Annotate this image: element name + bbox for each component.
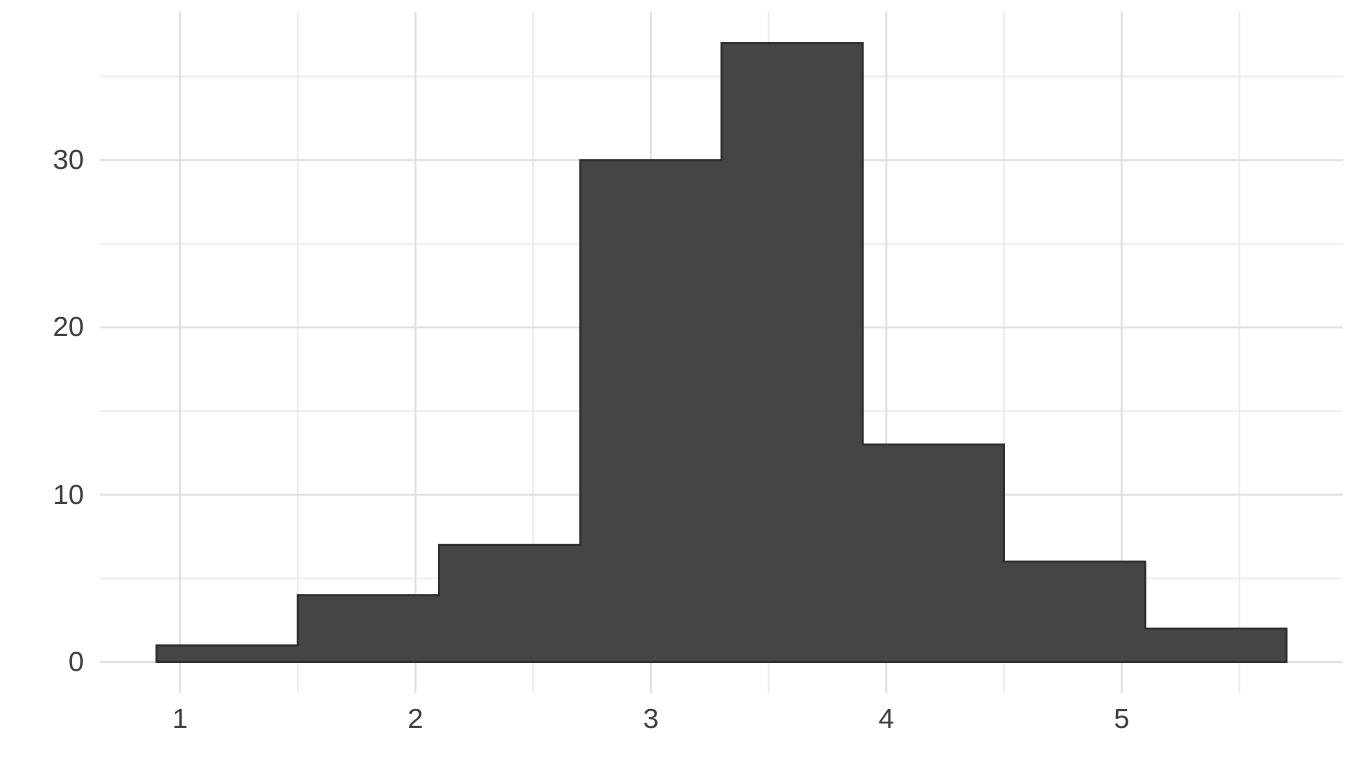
y-tick-label: 10	[52, 478, 84, 510]
x-tick-label: 1	[172, 703, 188, 734]
histogram-svg	[100, 12, 1343, 693]
x-tick-label: 5	[1113, 703, 1130, 734]
y-tick-label: 20	[52, 311, 84, 343]
histogram-bars	[155, 41, 1288, 664]
x-tick-label: 3	[643, 703, 659, 734]
plot-panel	[100, 12, 1343, 693]
y-tick-label: 30	[52, 144, 84, 176]
x-tick-label: 2	[407, 703, 424, 734]
x-tick-label: 4	[878, 703, 895, 734]
y-tick-label: 0	[68, 646, 84, 678]
